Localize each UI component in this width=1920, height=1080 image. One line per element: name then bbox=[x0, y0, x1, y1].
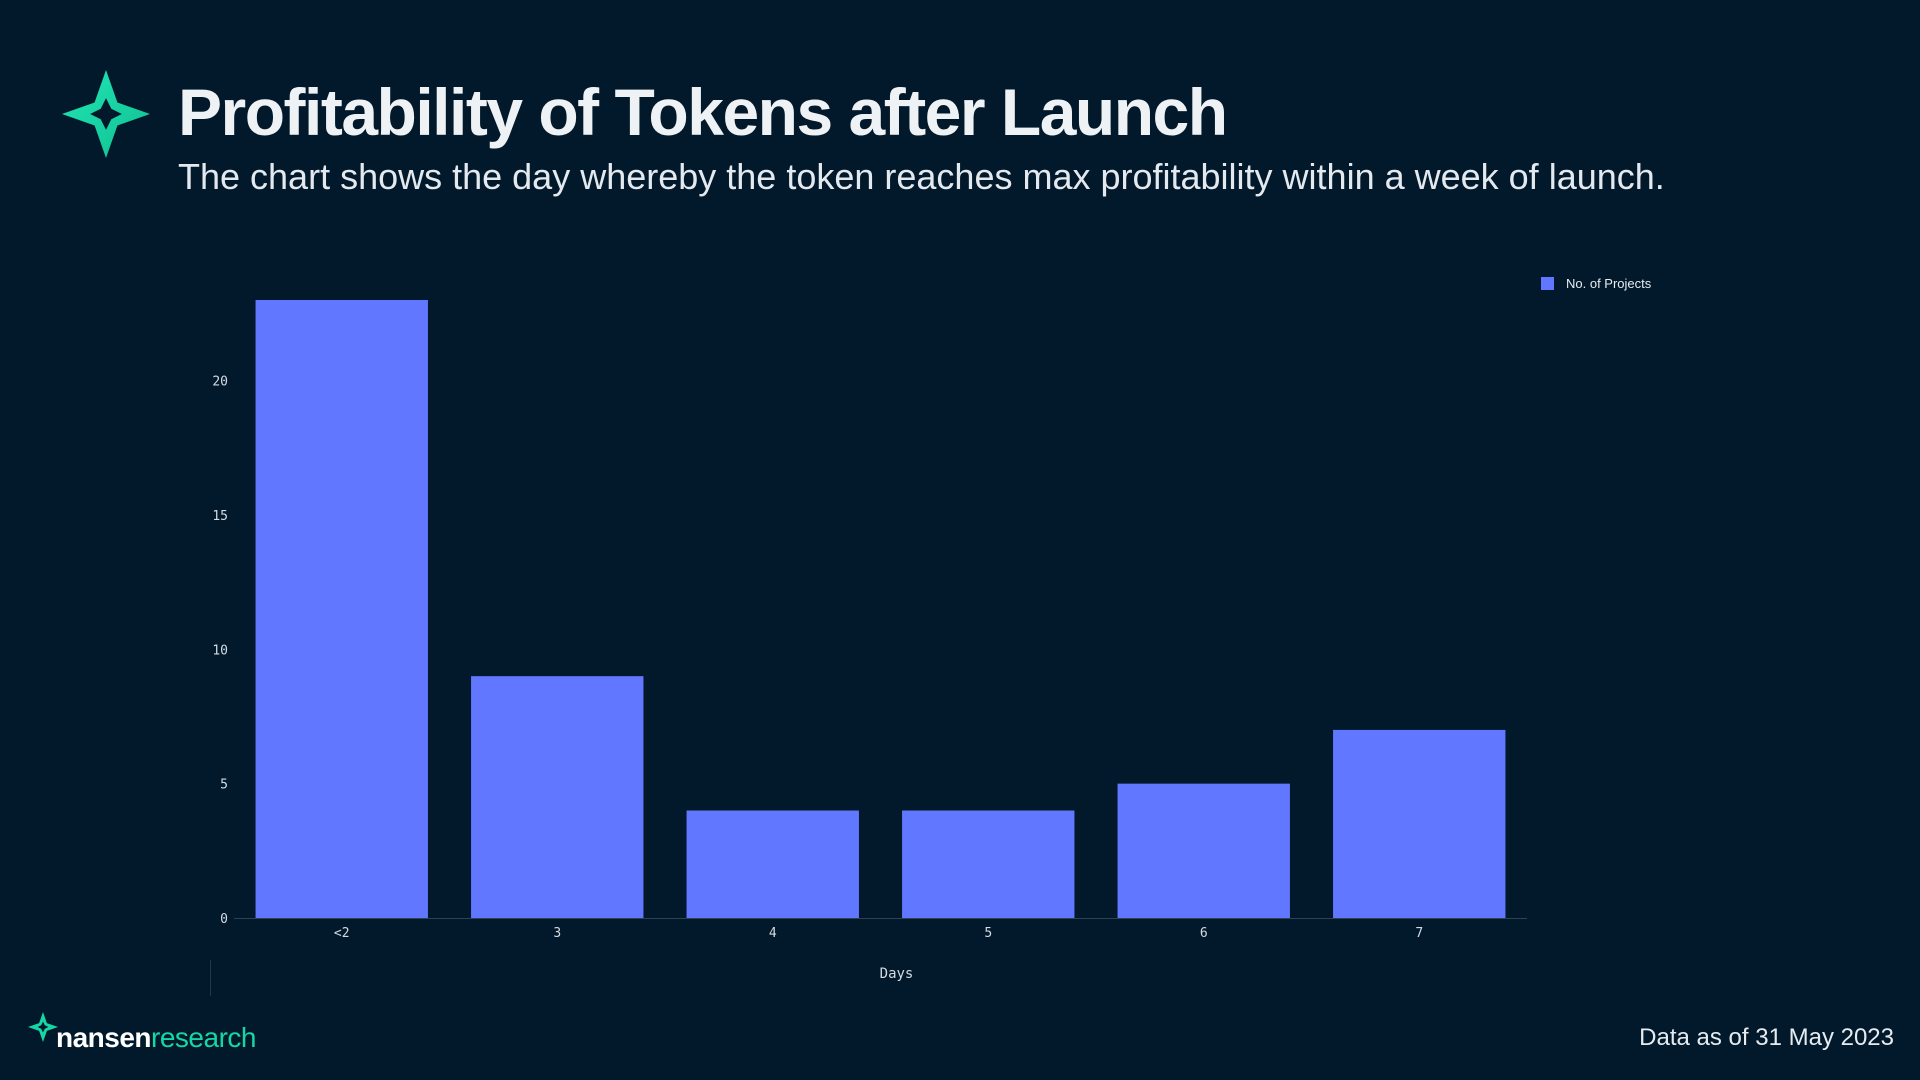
bar-chart: 0 5 10 15 20 <2 3 4 5 6 7 Days bbox=[212, 300, 1527, 982]
nansen-small-star-icon bbox=[28, 1012, 58, 1042]
bar bbox=[1333, 729, 1506, 918]
y-tick-label: 10 bbox=[212, 643, 228, 658]
brand-sub: research bbox=[151, 1022, 256, 1053]
y-tick-label: 5 bbox=[220, 778, 228, 793]
bar bbox=[1117, 783, 1290, 918]
x-tick-label: 7 bbox=[1415, 926, 1423, 941]
legend-label: No. of Projects bbox=[1566, 276, 1652, 291]
bar bbox=[902, 810, 1075, 918]
brand-logo: nansen research bbox=[28, 1012, 256, 1052]
nansen-star-icon bbox=[62, 70, 150, 158]
footer-divider bbox=[210, 960, 211, 996]
y-tick-label: 15 bbox=[212, 509, 228, 524]
x-tick-label: 6 bbox=[1200, 926, 1208, 941]
y-tick-label: 20 bbox=[212, 375, 228, 390]
x-tick-label: 3 bbox=[553, 926, 561, 941]
data-as-of: Data as of 31 May 2023 bbox=[1639, 1024, 1894, 1051]
y-tick-label: 0 bbox=[220, 912, 228, 927]
brand-name: nansen bbox=[56, 1022, 152, 1053]
x-tick-label: 5 bbox=[984, 926, 992, 941]
x-tick-label: <2 bbox=[334, 926, 350, 941]
chart-legend: No. of Projects bbox=[1541, 276, 1651, 291]
page-title: Profitability of Tokens after Launch bbox=[178, 75, 1228, 149]
bar bbox=[471, 676, 644, 918]
legend-swatch bbox=[1541, 277, 1554, 290]
bar bbox=[686, 810, 859, 918]
bar bbox=[255, 300, 428, 918]
x-axis-label: Days bbox=[880, 966, 914, 982]
page-subtitle: The chart shows the day whereby the toke… bbox=[178, 156, 1665, 197]
x-tick-label: 4 bbox=[769, 926, 777, 941]
